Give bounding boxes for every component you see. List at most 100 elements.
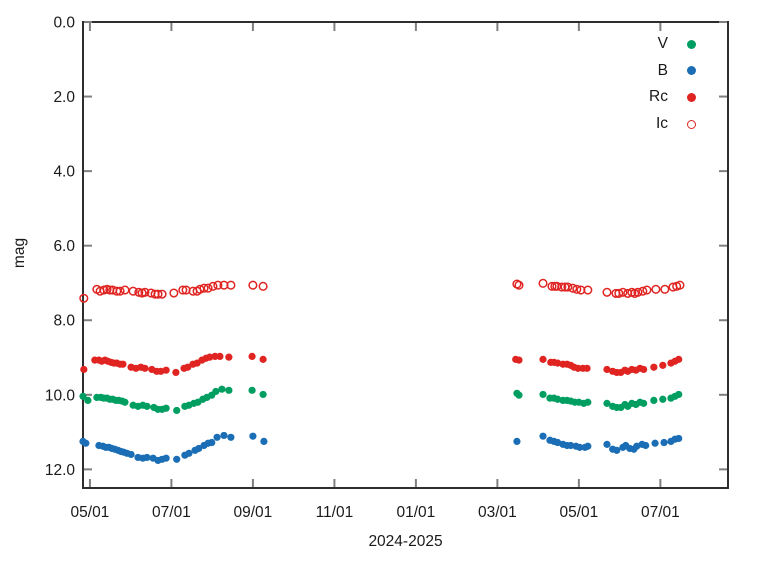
- data-point-V: [143, 402, 151, 410]
- data-point-V: [162, 404, 170, 412]
- x-tick-label: 11/01: [316, 504, 354, 521]
- y-tick-label: 0.0: [53, 15, 75, 32]
- series-B: [79, 431, 683, 465]
- data-point-V: [675, 390, 683, 399]
- data-point-Ic: [208, 281, 218, 291]
- data-point-Ic: [226, 280, 236, 290]
- filled-circle-icon: [687, 66, 696, 76]
- data-point-Ic: [514, 280, 524, 290]
- data-point-Rc: [184, 363, 192, 371]
- legend-label-Rc: Rc: [649, 88, 668, 106]
- data-point-Rc: [162, 366, 170, 374]
- data-point-B: [513, 437, 521, 445]
- series-Rc: [80, 352, 683, 377]
- data-point-B: [539, 432, 547, 440]
- x-tick-label: 01/01: [396, 504, 435, 521]
- y-tick-label: 4.0: [53, 164, 75, 181]
- x-tick-label: 03/01: [478, 504, 517, 521]
- data-point-Rc: [248, 352, 256, 361]
- data-point-Ic: [651, 284, 661, 294]
- data-point-Ic: [614, 288, 624, 298]
- data-point-B: [195, 444, 203, 453]
- data-point-Ic: [547, 281, 557, 291]
- data-point-Ic: [583, 285, 593, 295]
- data-point-B: [675, 434, 683, 443]
- legend-label-Ic: Ic: [655, 115, 668, 133]
- data-point-V: [79, 392, 87, 400]
- data-point-Ic: [538, 278, 548, 288]
- y-tick-label: 10.0: [45, 387, 76, 404]
- data-point-Rc: [225, 353, 233, 361]
- data-point-V: [603, 399, 611, 407]
- data-point-V: [121, 398, 129, 406]
- legend: V B Rc Ic: [556, 31, 696, 137]
- x-axis-title: 2024-2025: [368, 533, 443, 550]
- y-tick-label: 2.0: [53, 89, 75, 106]
- data-point-Ic: [199, 283, 209, 293]
- data-point-Ic: [557, 282, 567, 292]
- data-point-Ic: [140, 287, 150, 297]
- data-point-B: [651, 439, 659, 447]
- filled-circle-icon: [687, 92, 696, 102]
- data-point-Rc: [119, 360, 127, 368]
- x-tick-label: 07/01: [152, 504, 191, 521]
- data-point-V: [173, 406, 181, 415]
- data-point-V: [248, 386, 256, 394]
- y-tick-label: 8.0: [53, 313, 75, 330]
- y-axis-title: mag: [11, 237, 28, 269]
- data-point-Ic: [638, 286, 648, 296]
- data-point-V: [515, 391, 523, 399]
- plot-border: [82, 21, 729, 489]
- data-point-Rc: [80, 365, 88, 374]
- data-point-Rc: [141, 364, 149, 372]
- data-point-Rc: [259, 355, 267, 363]
- data-point-B: [576, 443, 584, 451]
- data-point-B: [208, 438, 216, 447]
- data-point-Ic: [153, 289, 163, 299]
- data-point-B: [567, 441, 575, 450]
- data-point-Ic: [128, 286, 138, 296]
- data-point-Rc: [172, 368, 180, 377]
- x-tick-label: 05/01: [71, 504, 110, 521]
- y-tick-label: 6.0: [53, 238, 75, 255]
- data-point-Ic: [675, 280, 685, 290]
- legend-item-Ic: Ic: [556, 111, 696, 138]
- data-point-Ic: [633, 287, 643, 297]
- open-circle-icon: [687, 119, 696, 129]
- data-point-Ic: [602, 287, 612, 297]
- data-point-V: [218, 385, 226, 393]
- data-point-Ic: [79, 293, 89, 303]
- data-point-Ic: [618, 287, 628, 297]
- data-point-B: [660, 438, 668, 447]
- legend-item-B: B: [556, 58, 696, 85]
- data-point-B: [642, 441, 650, 450]
- data-point-B: [143, 453, 151, 462]
- data-point-Ic: [258, 281, 268, 291]
- data-point-Ic: [563, 282, 573, 292]
- data-point-B: [220, 431, 228, 440]
- data-point-B: [162, 454, 170, 462]
- legend-label-V: V: [657, 35, 668, 53]
- data-point-Ic: [203, 283, 213, 293]
- data-point-V: [225, 386, 233, 394]
- x-tick-label: 07/01: [641, 504, 680, 521]
- data-point-B: [260, 437, 268, 445]
- data-point-Ic: [642, 285, 652, 295]
- x-tick-label: 05/01: [559, 504, 598, 521]
- data-point-V: [539, 390, 547, 399]
- data-point-Ic: [572, 284, 582, 294]
- data-point-V: [640, 399, 648, 407]
- data-point-B: [82, 439, 90, 447]
- x-tick-label: 09/01: [234, 504, 273, 521]
- data-point-Ic: [178, 285, 188, 295]
- series-Ic: [79, 278, 685, 303]
- data-point-Rc: [640, 365, 648, 374]
- data-point-B: [185, 449, 193, 457]
- data-point-Rc: [515, 356, 523, 364]
- data-point-Rc: [539, 355, 547, 363]
- data-point-Ic: [248, 280, 258, 290]
- data-point-B: [613, 446, 621, 454]
- data-point-B: [584, 442, 592, 450]
- series-V: [79, 385, 683, 415]
